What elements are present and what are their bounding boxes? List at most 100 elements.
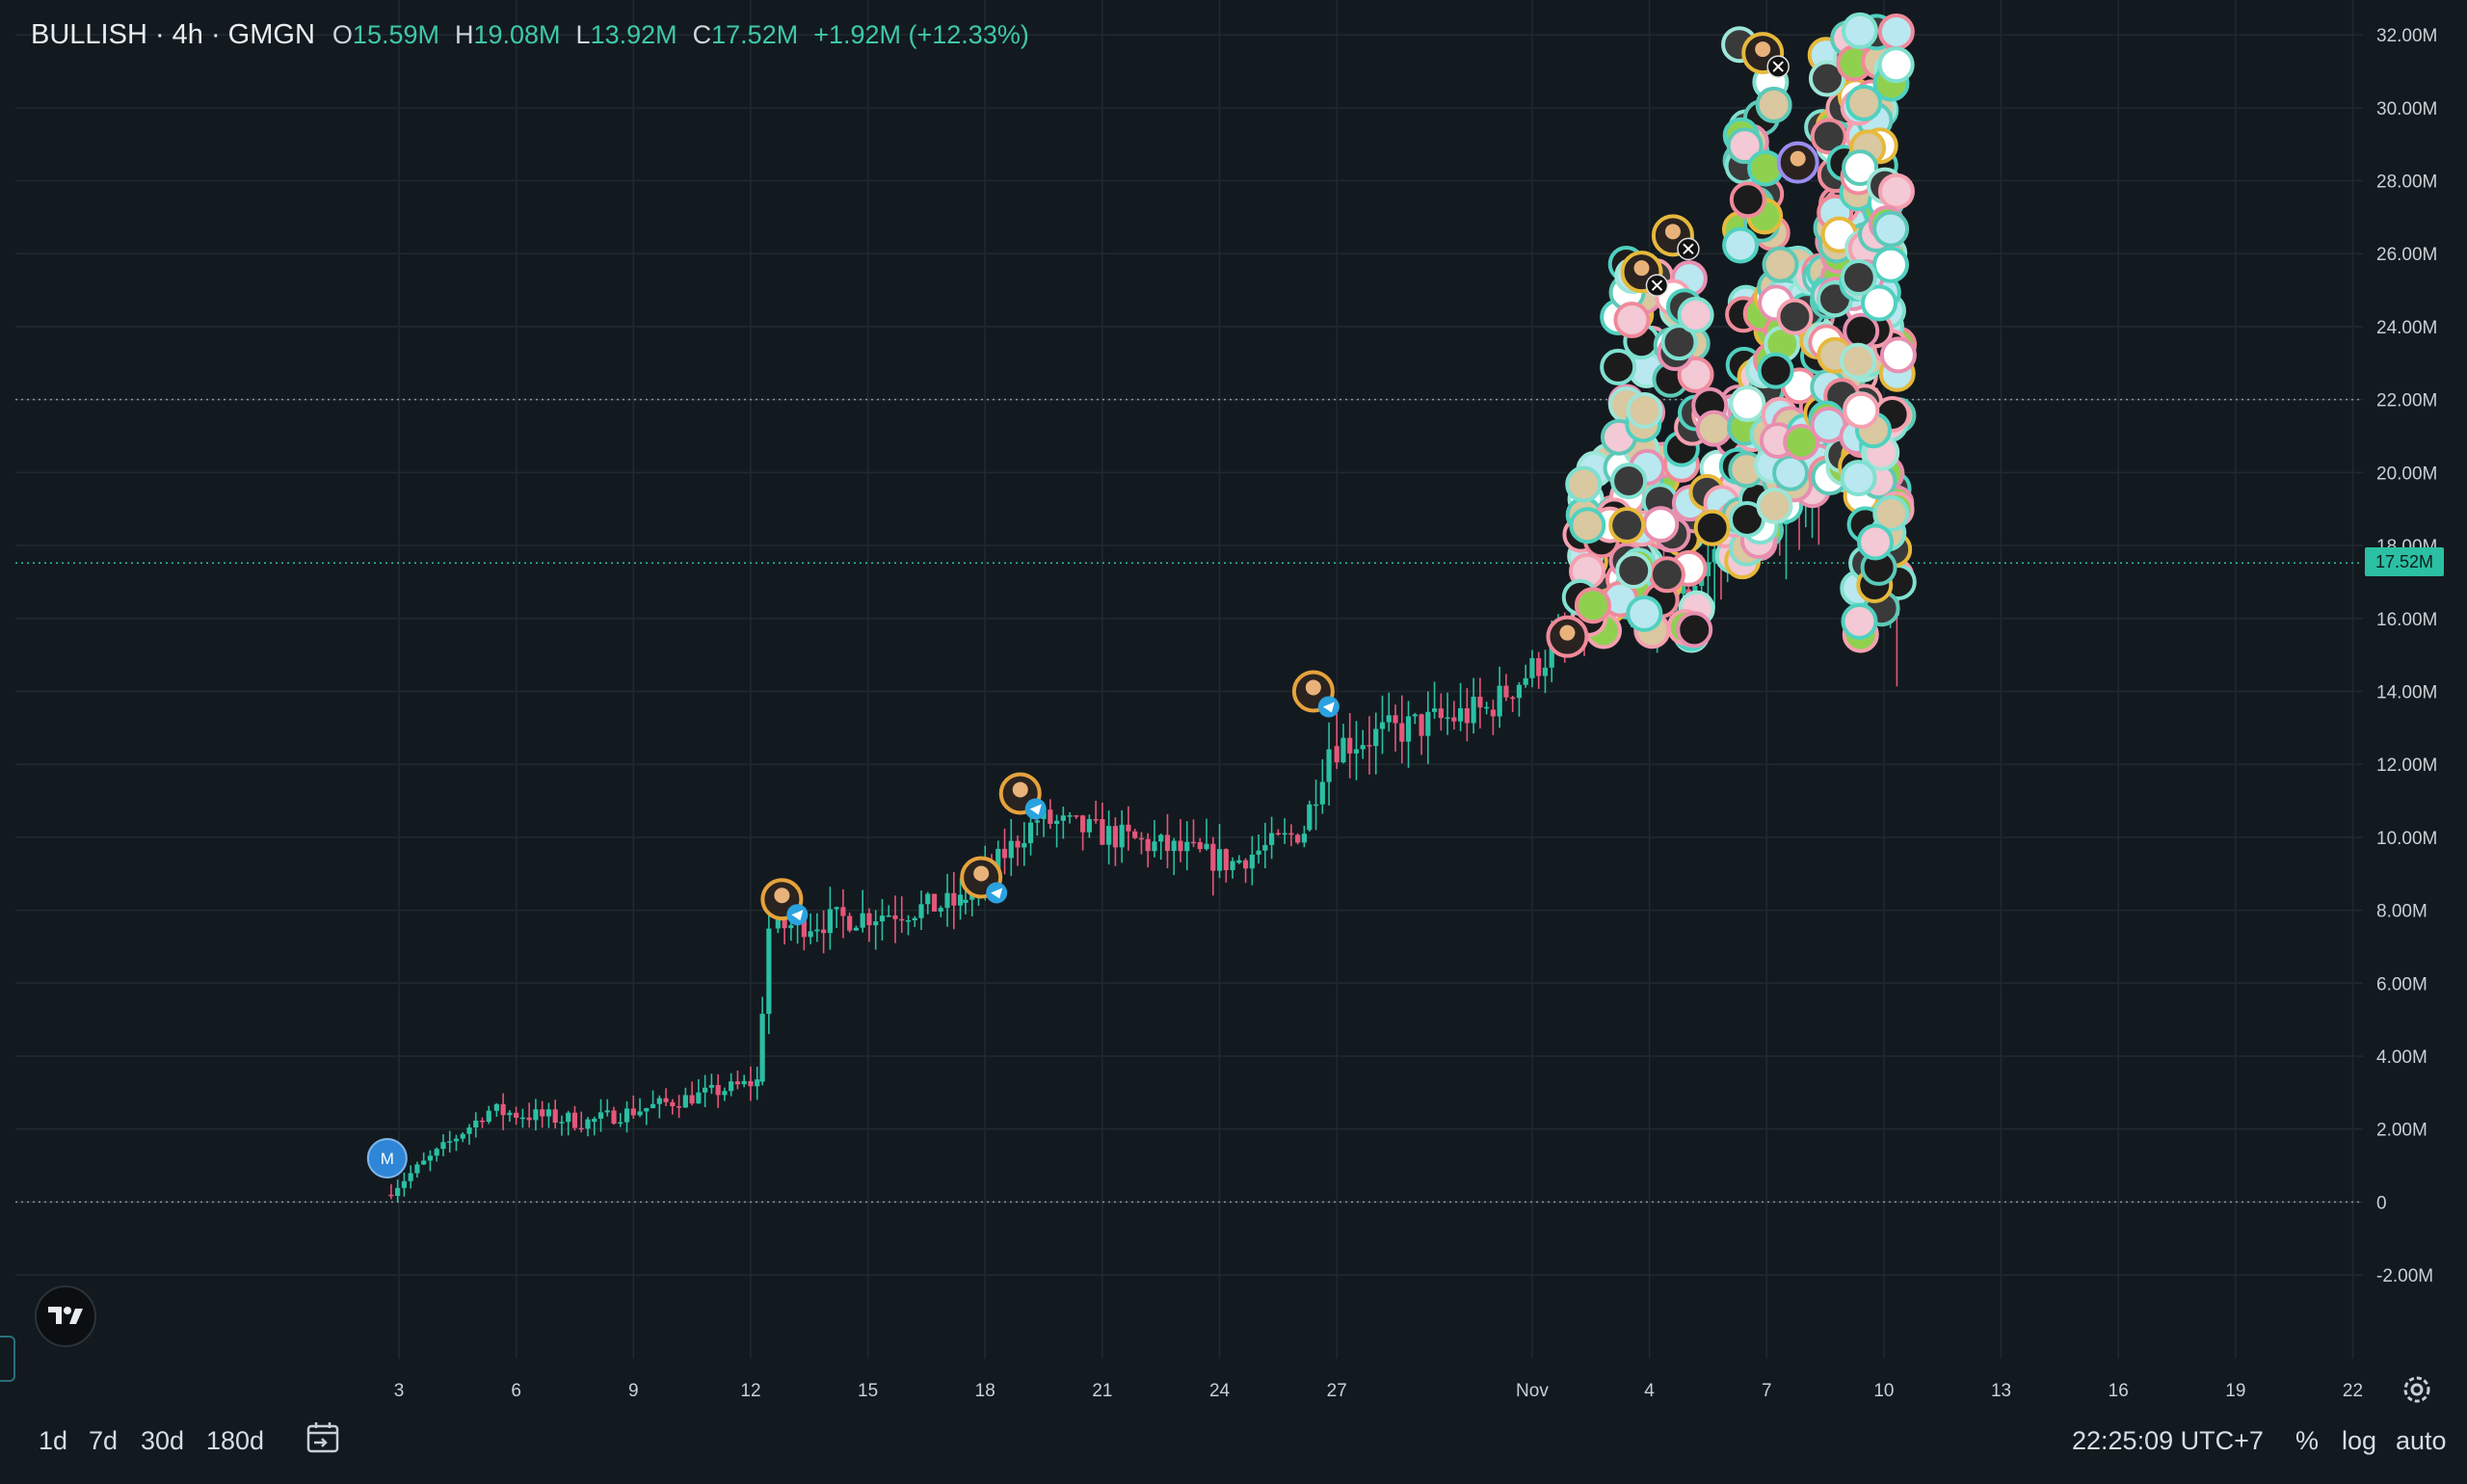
log-toggle[interactable]: log [2342, 1426, 2377, 1455]
trader-avatar-icon[interactable] [1600, 348, 1637, 385]
trader-avatar-icon[interactable] [1726, 127, 1764, 165]
candle-body [759, 1014, 765, 1082]
trader-avatar-icon[interactable] [1877, 13, 1915, 51]
avatar-face [1664, 224, 1681, 240]
candle-body [1256, 850, 1261, 855]
trader-avatar-icon[interactable] [1677, 356, 1714, 393]
candle-body [715, 1084, 721, 1096]
trader-avatar-icon[interactable] [1840, 460, 1877, 497]
trader-avatar-icon[interactable] [1648, 556, 1685, 594]
trader-avatar-icon[interactable] [1841, 12, 1878, 49]
candle-body [500, 1103, 506, 1116]
candle-body [1412, 714, 1418, 717]
trader-avatar-icon[interactable] [1857, 523, 1895, 561]
candle-body [1484, 706, 1490, 709]
range-180d-button[interactable]: 180d [206, 1426, 265, 1455]
event-markers[interactable]: M [366, 32, 1819, 1179]
trader-avatar-icon[interactable] [1783, 423, 1820, 461]
trader-avatar-icon[interactable] [1676, 611, 1713, 649]
trader-avatar-icon[interactable] [1843, 391, 1880, 429]
trader-avatar-markers[interactable] [1561, 12, 1918, 653]
candle-body [597, 1112, 604, 1119]
trader-avatar-icon[interactable] [1626, 595, 1663, 632]
creator-marker-icon[interactable] [366, 1137, 408, 1179]
trader-avatar-icon[interactable] [1840, 259, 1877, 297]
trader-avatar-icon[interactable] [1722, 226, 1760, 264]
trader-avatar-icon[interactable] [1776, 298, 1814, 335]
x-axis[interactable]: 3 6 9 12 15 18 21 24 27 Nov 4 7 10 13 16 19 22 [394, 1381, 2363, 1401]
trader-avatar-icon[interactable] [1729, 385, 1766, 423]
range-7d-button[interactable]: 7d [89, 1426, 119, 1455]
settings-gear-icon[interactable] [2398, 1370, 2436, 1409]
trader-avatar-icon[interactable] [1729, 181, 1766, 219]
trader-avatar-icon[interactable] [1660, 324, 1698, 361]
trader-avatar-icon[interactable] [1757, 352, 1794, 389]
trader-avatar-icon[interactable] [1574, 587, 1611, 624]
candle-body [1249, 854, 1255, 869]
avatar-face [774, 888, 790, 904]
candle-body [447, 1141, 453, 1143]
trader-avatar-icon[interactable] [1808, 60, 1845, 97]
trader-avatar-icon[interactable] [1756, 487, 1793, 524]
range-30d-button[interactable]: 30d [141, 1426, 185, 1455]
x-tick-label: 22 [2343, 1381, 2363, 1401]
trader-avatar-icon[interactable] [1861, 284, 1898, 322]
trader-avatar-icon[interactable] [1610, 463, 1648, 500]
range-1d-button[interactable]: 1d [39, 1426, 68, 1455]
trader-avatar-icon[interactable] [1626, 391, 1663, 429]
candle-body [1313, 804, 1319, 807]
candle-body [1516, 684, 1523, 699]
trader-avatar-icon[interactable] [1642, 506, 1680, 543]
trader-avatar-icon[interactable] [1842, 149, 1879, 187]
trader-avatar-icon[interactable] [1565, 465, 1603, 503]
percent-toggle[interactable]: % [2295, 1426, 2320, 1455]
trader-avatar-icon[interactable] [1841, 602, 1878, 640]
trader-avatar-icon[interactable] [1840, 342, 1877, 380]
trader-avatar-icon[interactable] [1695, 410, 1733, 447]
tradingview-logo-icon[interactable] [35, 1285, 96, 1347]
x-tick-label: 16 [2109, 1381, 2129, 1401]
change-value: +1.92M (+12.33%) [813, 19, 1029, 49]
trader-avatar-icon[interactable] [1872, 210, 1910, 248]
candle-body [682, 1095, 688, 1108]
candle-body [1451, 717, 1457, 722]
candle-body [1100, 819, 1105, 845]
trader-avatar-icon[interactable] [1613, 302, 1651, 339]
candle-body [540, 1109, 545, 1117]
x-tick-label: 4 [1644, 1381, 1655, 1401]
trader-avatar-icon[interactable] [1879, 336, 1917, 374]
trader-avatar-icon[interactable] [1747, 149, 1785, 187]
trader-avatar-icon[interactable] [1677, 296, 1714, 333]
trader-avatar-icon[interactable] [1845, 84, 1883, 121]
candle-body [892, 914, 898, 919]
trader-avatar-icon[interactable] [1615, 552, 1653, 590]
candle-body [623, 1108, 630, 1123]
trader-avatar-icon[interactable] [1872, 495, 1910, 533]
y-axis[interactable]: 32.00M 30.00M 28.00M 26.00M 24.00M 22.00M 20.0… [2376, 26, 2437, 1286]
candle-body [1106, 826, 1112, 845]
trader-avatar-icon[interactable] [1693, 509, 1731, 546]
candle-body [545, 1109, 552, 1117]
trader-avatar-icon[interactable] [1755, 86, 1792, 123]
trader-avatar-icon[interactable] [1772, 454, 1810, 491]
candle-body [938, 908, 943, 912]
symbol-title[interactable]: BULLISH · 4h · GMGN [31, 18, 315, 50]
trader-avatar-icon[interactable] [1762, 246, 1799, 283]
candle-body [571, 1112, 578, 1128]
trader-avatar-icon[interactable] [1877, 46, 1915, 84]
auto-scale-toggle[interactable]: auto [2396, 1426, 2447, 1455]
trader-avatar-icon[interactable] [1877, 172, 1915, 210]
goto-date-icon[interactable] [305, 1418, 343, 1457]
candle-body [1119, 824, 1125, 848]
candle-body [1210, 843, 1216, 871]
trader-avatar-icon[interactable] [1810, 118, 1847, 155]
candle-body [1692, 585, 1698, 594]
side-panel-handle[interactable] [0, 1336, 15, 1382]
clock-timezone[interactable]: 22:25:09 UTC+7 [2072, 1426, 2264, 1455]
trader-avatar-icon[interactable] [1871, 246, 1909, 283]
candle-body [1503, 685, 1509, 698]
trader-avatar-icon[interactable] [1608, 507, 1646, 544]
trader-avatar-icon[interactable] [1569, 507, 1606, 544]
x-tick-label: 9 [628, 1381, 639, 1401]
